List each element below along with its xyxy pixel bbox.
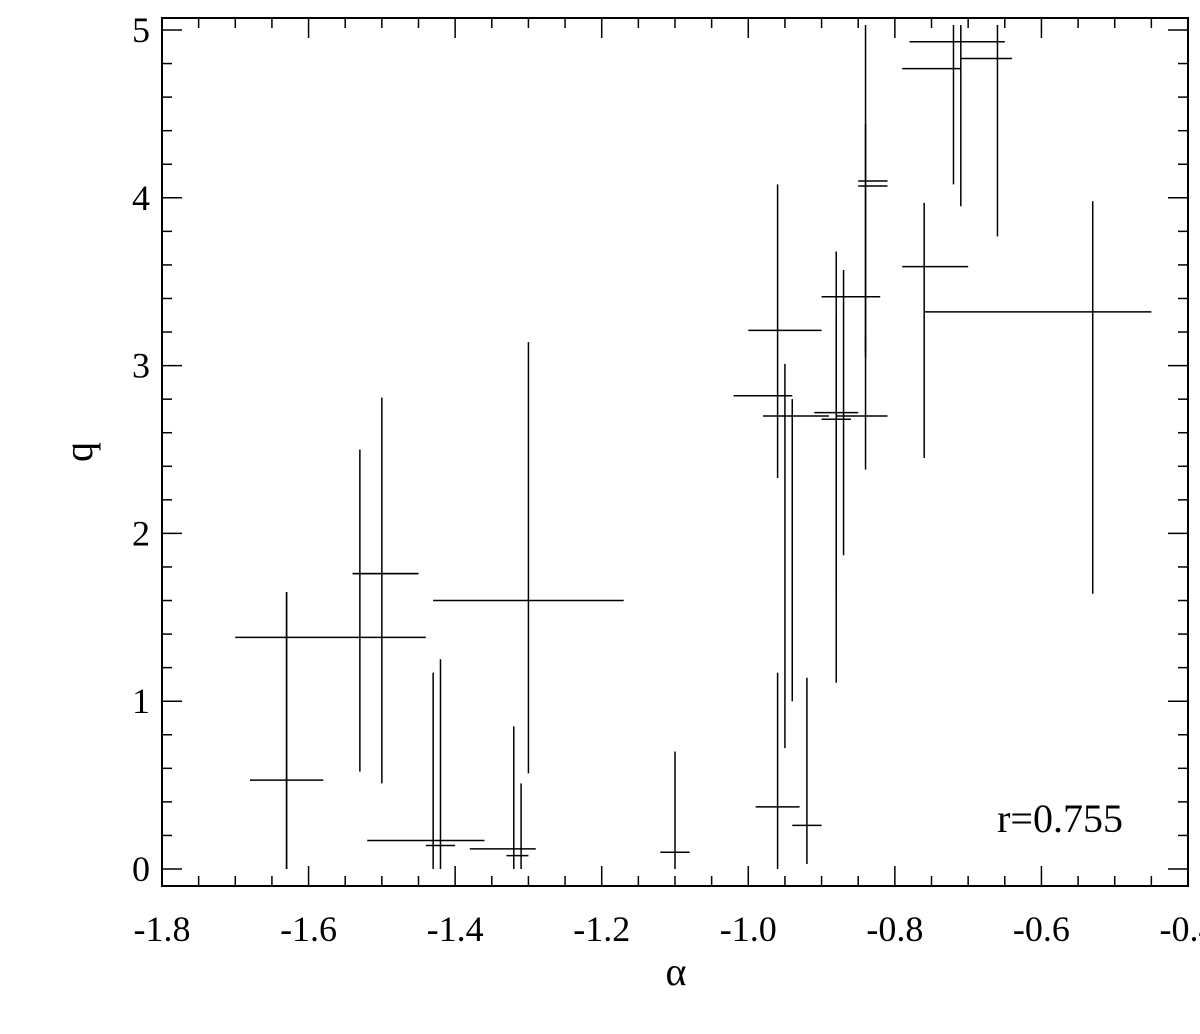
data-point	[470, 726, 536, 869]
data-point	[734, 364, 793, 748]
data-point	[433, 342, 624, 773]
y-axis-label: q	[56, 442, 101, 462]
data-point	[660, 752, 689, 869]
y-tick-label: 5	[132, 10, 150, 50]
data-point	[353, 397, 419, 783]
x-tick-label: -0.4	[1160, 909, 1200, 949]
x-tick-label: -1.2	[573, 909, 630, 949]
error-bar-series	[235, 25, 1151, 869]
data-point	[910, 25, 1005, 206]
data-point	[756, 673, 800, 869]
x-tick-label: -0.8	[866, 909, 923, 949]
data-point	[822, 315, 851, 682]
x-tick-label: -0.6	[1013, 909, 1070, 949]
data-point	[506, 783, 528, 869]
y-tick-label: 4	[132, 178, 150, 218]
data-point	[353, 450, 419, 772]
data-point	[792, 678, 821, 864]
data-point	[902, 203, 968, 458]
correlation-annotation: r=0.755	[997, 796, 1123, 841]
data-point	[858, 124, 887, 357]
data-point	[426, 659, 455, 869]
data-point	[924, 201, 1151, 594]
data-point	[858, 25, 887, 352]
data-point	[250, 592, 323, 869]
x-tick-label: -1.4	[427, 909, 484, 949]
y-tick-label: 3	[132, 346, 150, 386]
data-point	[961, 25, 1012, 236]
y-tick-label: 2	[132, 513, 150, 553]
y-tick-label: 1	[132, 681, 150, 721]
x-tick-label: -1.8	[134, 909, 191, 949]
y-tick-label: 0	[132, 849, 150, 889]
data-point	[235, 592, 426, 869]
data-point	[367, 673, 484, 869]
x-axis-label: α	[666, 949, 687, 994]
x-tick-label: -1.0	[720, 909, 777, 949]
data-point	[763, 399, 829, 701]
x-tick-label: -1.6	[280, 909, 337, 949]
data-point	[902, 25, 961, 184]
